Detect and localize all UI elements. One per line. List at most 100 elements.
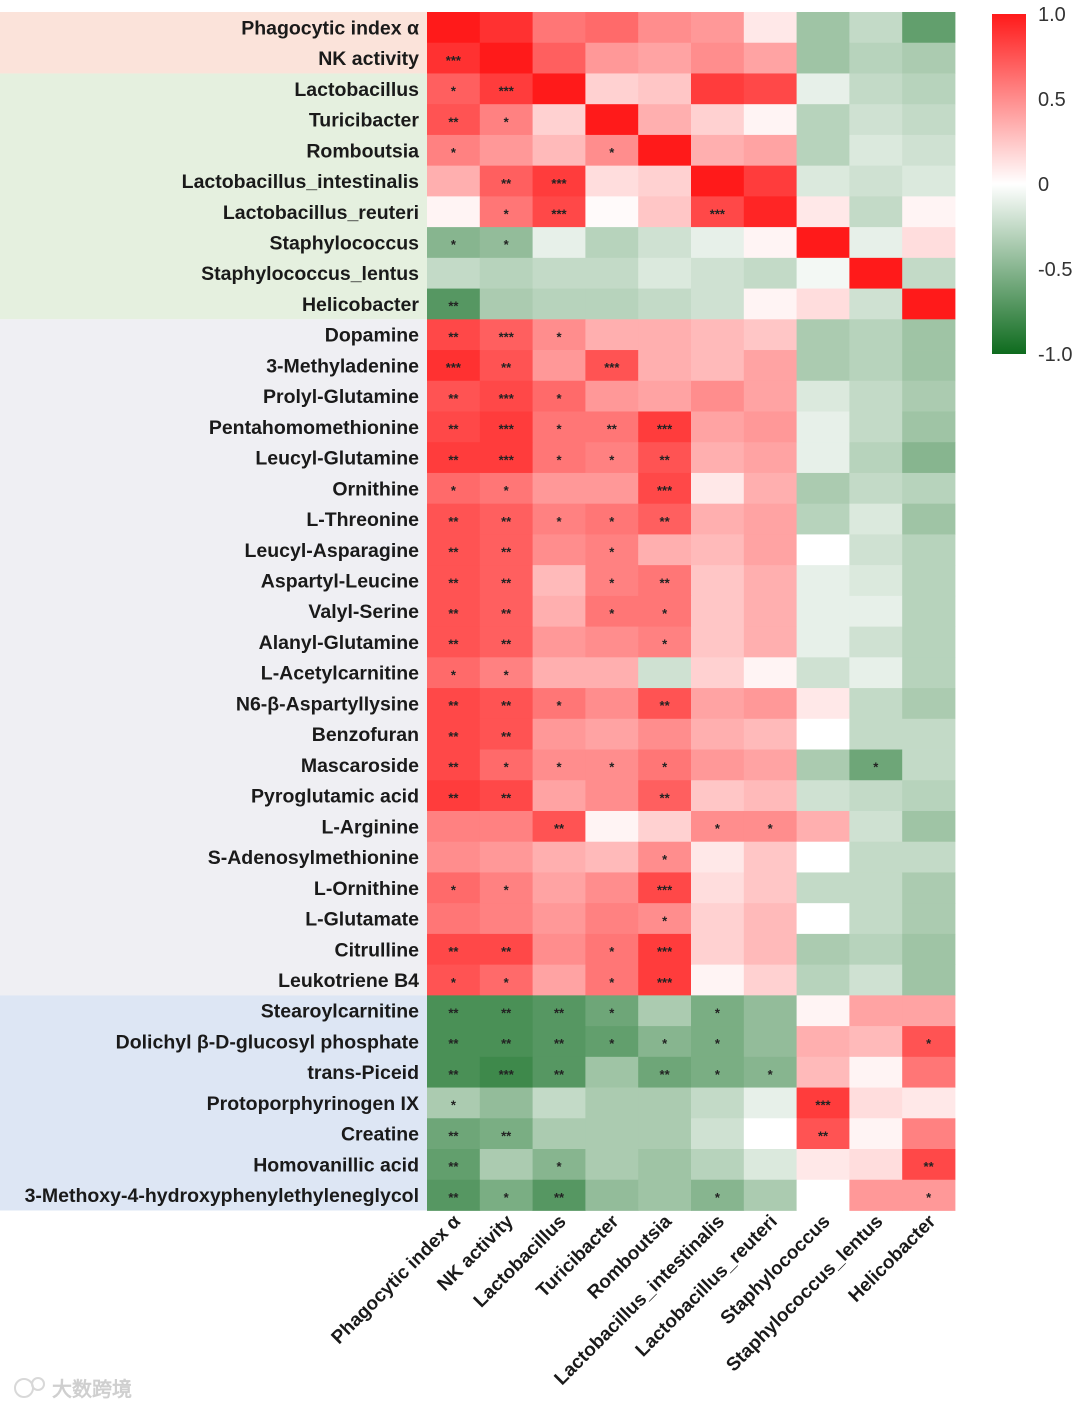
heatmap-cell [479,1118,533,1150]
significance-star: * [504,483,510,498]
significance-star: * [609,1036,615,1051]
heatmap-cell [849,780,903,812]
significance-star: *** [815,1098,831,1113]
heatmap-cell [849,1149,903,1181]
row-label: Valyl-Serine [308,601,419,623]
heatmap-cell [796,749,850,781]
heatmap-cell [585,780,639,812]
heatmap-cell [427,565,481,597]
heatmap-cell [691,933,745,966]
heatmap-cell [902,810,956,843]
heatmap-cell [532,595,586,627]
significance-star: ** [501,637,512,652]
heatmap-cell [585,1087,639,1119]
significance-star: * [662,760,668,775]
significance-star: *** [499,422,515,437]
heatmap-cell [691,73,745,105]
heatmap-cell [902,134,956,167]
significance-star: * [504,237,510,252]
heatmap-cell [743,1026,797,1058]
significance-star: *** [446,53,462,68]
row-label: L-Acetylcarnitine [261,663,419,685]
colorbar-tick-label: -0.5 [1038,259,1072,281]
heatmap-cell [532,810,586,843]
heatmap-cell [902,380,956,412]
heatmap-cell [638,749,692,781]
heatmap-cell [691,534,745,566]
significance-star: * [662,852,668,867]
heatmap-cell [796,595,850,627]
heatmap-cell [743,350,797,382]
heatmap-cell [691,565,745,597]
heatmap-cell [427,503,481,535]
heatmap-cell [479,165,533,197]
heatmap-cell [902,534,956,566]
heatmap-cell [427,165,481,197]
heatmap-cell [638,933,692,966]
heatmap-cell [532,995,586,1027]
heatmap-cell [796,841,850,873]
heatmap-cell [796,534,850,566]
heatmap-cell [796,780,850,812]
heatmap-cell [691,903,745,935]
heatmap-cell [902,841,956,873]
heatmap-cell [532,12,586,44]
heatmap-cell [743,472,797,505]
significance-star: *** [657,422,673,437]
column-labels: Phagocytic index αNK activityLactobacill… [328,1211,941,1390]
heatmap-cell [585,534,639,566]
heatmap-cell [691,657,745,689]
heatmap-cell [849,1087,903,1119]
heatmap-cell [849,196,903,228]
heatmap-cell [743,1056,797,1088]
heatmap-cell [638,718,692,750]
significance-star: ** [501,1036,512,1051]
significance-star: * [556,698,562,713]
heatmap-cell [849,1056,903,1088]
heatmap-cell [849,810,903,843]
heatmap-cell [585,995,639,1027]
heatmap-cell [532,1056,586,1088]
significance-star: * [609,514,615,529]
heatmap-cell [849,964,903,996]
row-label: Staphylococcus_lentus [201,263,419,285]
heatmap-cell [743,257,797,289]
row-label: Dopamine [325,325,419,347]
heatmap-cell [796,196,850,228]
significance-star: * [715,1036,721,1051]
significance-star: * [451,145,457,160]
heatmap-cell [427,104,481,136]
heatmap-cell [479,872,533,904]
heatmap-cell [902,257,956,289]
heatmap-cell [427,227,481,259]
heatmap-cell [585,749,639,781]
significance-star: ** [448,514,459,529]
heatmap-cell [479,319,533,351]
heatmap-cell [532,165,586,197]
watermark-text: 大数跨境 [52,1377,132,1401]
heatmap-cell [638,872,692,904]
heatmap-cell [532,472,586,505]
heatmap-cell [479,657,533,689]
heatmap-cell [479,780,533,812]
significance-star: ** [448,1067,459,1082]
heatmap-cell [691,780,745,812]
heatmap-cell [849,165,903,197]
heatmap-cell [743,165,797,197]
significance-star: ** [448,944,459,959]
significance-star: ** [448,452,459,467]
heatmap-cell [849,1026,903,1058]
heatmap-cell [743,12,797,44]
heatmap-cell [585,1179,639,1211]
row-label: Turicibacter [309,110,420,132]
heatmap-cell [691,964,745,996]
heatmap-cell [902,165,956,197]
heatmap-cell [532,227,586,259]
heatmap-cell [638,165,692,197]
heatmap-cell [638,350,692,382]
heatmap-cell [743,411,797,443]
heatmap-cell [796,1026,850,1058]
heatmap-cell [427,688,481,720]
significance-star: * [609,452,615,467]
